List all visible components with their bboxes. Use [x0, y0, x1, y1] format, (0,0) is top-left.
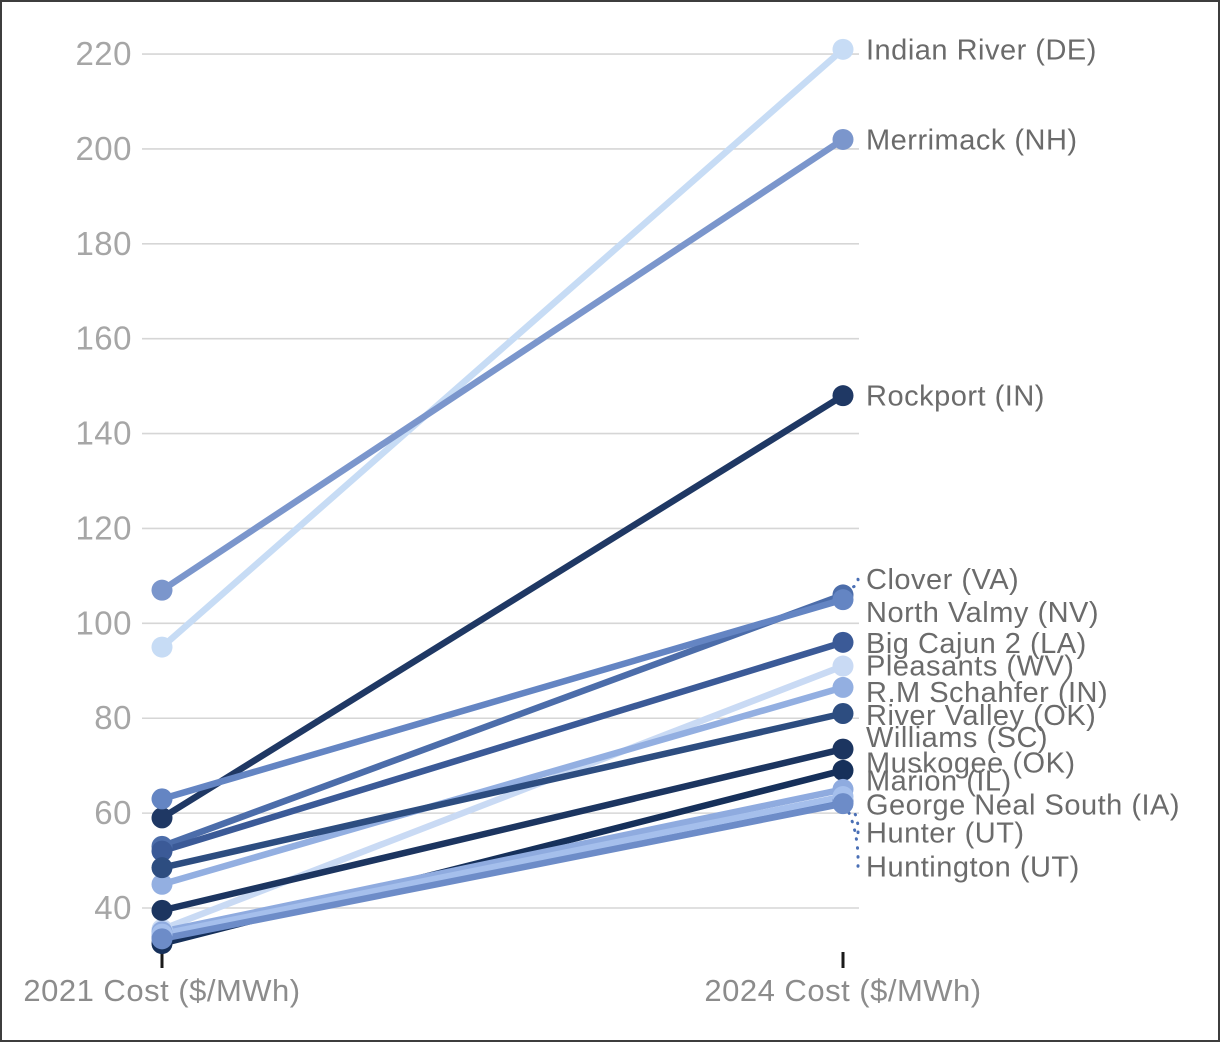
dot-2021-huntington-ut — [151, 928, 173, 950]
dot-2024-r-m-schahfer-in — [832, 676, 854, 698]
x-axis-label-right: 2024 Cost ($/MWh) — [704, 973, 981, 1008]
ytick-label-120: 120 — [75, 509, 132, 546]
plant-label-williams-sc: Williams (SC) — [866, 722, 1048, 754]
plant-label-north-valmy-nv: North Valmy (NV) — [866, 597, 1099, 629]
line-huntington-ut — [158, 800, 847, 943]
plant-label-george-neal-south-ia: George Neal South (IA) — [866, 790, 1180, 822]
plant-label-rockport-in: Rockport (IN) — [866, 381, 1045, 413]
dot-2024-rockport-in — [832, 385, 854, 407]
dot-2024-river-valley-ok — [832, 702, 854, 724]
ytick-label-100: 100 — [75, 604, 132, 641]
line-north-valmy-nv — [158, 596, 847, 803]
dot-2021-rockport-in — [151, 807, 173, 829]
dot-2024-muskogee-ok — [832, 759, 854, 781]
dot-2024-pleasants-wv — [832, 655, 854, 677]
ytick-label-140: 140 — [75, 415, 132, 452]
plant-label-huntington-ut: Huntington (UT) — [866, 851, 1080, 883]
dot-2024-merrimack-nh — [832, 128, 854, 150]
plant-label-pleasants-wv: Pleasants (WV) — [866, 651, 1074, 683]
ytick-label-80: 80 — [94, 699, 132, 736]
line-merrimack-nh — [158, 136, 847, 594]
line-big-cajun-2-la — [158, 639, 847, 855]
plant-label-indian-river-de: Indian River (DE) — [866, 34, 1097, 66]
plant-label-muskogee-ok: Muskogee (OK) — [866, 747, 1076, 779]
line-rockport-in — [158, 392, 847, 822]
plant-label-marion-il: Marion (IL) — [866, 765, 1012, 797]
dot-2021-indian-river-de — [151, 636, 173, 658]
dot-2024-huntington-ut — [832, 793, 854, 815]
plant-label-big-cajun-2-la: Big Cajun 2 (LA) — [866, 628, 1087, 660]
plant-label-clover-va: Clover (VA) — [866, 564, 1019, 596]
plant-label-merrimack-nh: Merrimack (NH) — [866, 124, 1078, 156]
dot-2021-river-valley-ok — [151, 857, 173, 879]
ytick-label-160: 160 — [75, 320, 132, 357]
leader-line-huntington-ut — [846, 809, 860, 868]
dot-2021-r-m-schahfer-in — [151, 873, 173, 895]
dot-2024-north-valmy-nv — [832, 589, 854, 611]
dot-2021-williams-sc — [151, 899, 173, 921]
dot-2021-big-cajun-2-la — [151, 840, 173, 862]
line-river-valley-ok — [158, 710, 847, 871]
leader-line-clover-va — [846, 577, 860, 590]
ytick-label-60: 60 — [94, 794, 132, 831]
dot-2024-indian-river-de — [832, 38, 854, 60]
plant-label-hunter-ut: Hunter (UT) — [866, 818, 1025, 850]
dot-2021-merrimack-nh — [151, 579, 173, 601]
dot-2021-north-valmy-nv — [151, 788, 173, 810]
line-clover-va — [158, 591, 847, 850]
plant-label-r-m-schahfer-in: R.M Schahfer (IN) — [866, 677, 1108, 709]
ytick-label-200: 200 — [75, 130, 132, 167]
ytick-label-220: 220 — [75, 35, 132, 72]
ytick-label-40: 40 — [94, 889, 132, 926]
x-axis-label-left: 2021 Cost ($/MWh) — [23, 973, 300, 1008]
ytick-label-180: 180 — [75, 225, 132, 262]
line-indian-river-de — [158, 46, 847, 651]
dot-2024-williams-sc — [832, 738, 854, 760]
line-hunter-ut — [158, 793, 847, 938]
dot-2024-big-cajun-2-la — [832, 631, 854, 653]
line-williams-sc — [158, 745, 847, 914]
plant-label-river-valley-ok: River Valley (OK) — [866, 700, 1096, 732]
line-r-m-schahfer-in — [158, 684, 847, 888]
